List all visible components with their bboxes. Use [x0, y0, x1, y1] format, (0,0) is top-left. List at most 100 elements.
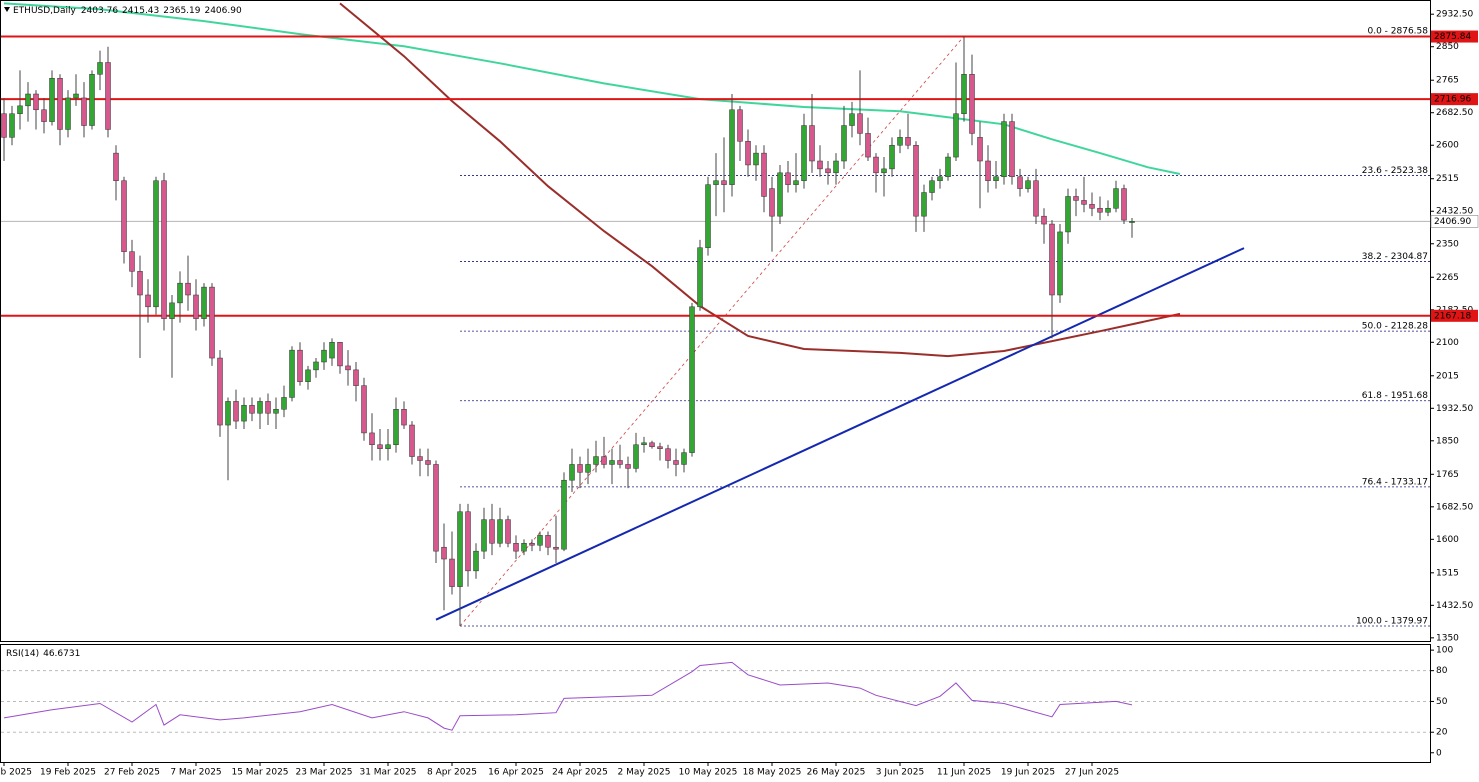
candle-body — [1113, 188, 1119, 209]
candle-body — [9, 113, 15, 138]
candle-body — [865, 133, 871, 158]
candle-body — [209, 286, 215, 359]
candle-body — [585, 464, 591, 473]
candle-body — [497, 519, 503, 544]
fib-label: 50.0 - 2128.28 — [1362, 322, 1428, 332]
candle-body — [745, 141, 751, 166]
candle-body — [737, 109, 743, 142]
candle-body — [1033, 180, 1039, 217]
candle-body — [1081, 200, 1087, 205]
fib-label: 23.6 - 2523.38 — [1362, 166, 1428, 176]
rsi-frame — [0, 644, 1431, 763]
candle-body — [953, 113, 959, 158]
candle-body — [609, 460, 615, 465]
candle-body — [913, 144, 919, 217]
x-tick-label: 24 Apr 2025 — [552, 768, 608, 778]
candle-body — [33, 93, 39, 111]
candle-body — [561, 479, 567, 550]
candle-body — [129, 251, 135, 272]
candle-body — [1057, 231, 1063, 296]
candle-body — [681, 452, 687, 465]
candle-body — [401, 409, 407, 426]
overlay-line — [3, 2, 1181, 175]
candle-body — [345, 365, 351, 371]
candle-body — [945, 156, 951, 178]
candle-body — [113, 152, 119, 181]
x-tick-label: 26 May 2025 — [807, 768, 866, 778]
rsi-tick-label: 50 — [1436, 697, 1448, 707]
candle-body — [801, 125, 807, 181]
x-tick-label: 11 Jun 2025 — [937, 768, 991, 778]
candle-body — [889, 144, 895, 170]
candle-body — [17, 105, 23, 114]
candle-body — [961, 74, 967, 114]
candle-body — [409, 424, 415, 457]
candle-body — [481, 519, 487, 552]
candle-body — [25, 93, 31, 107]
candle-body — [937, 176, 943, 181]
candle-body — [145, 294, 151, 308]
y-tick-label: 2515 — [1436, 174, 1459, 184]
rsi-name: RSI(14) — [6, 649, 39, 659]
candle-body — [449, 558, 455, 587]
candle-body — [1097, 208, 1103, 213]
y-tick-label: 1932.50 — [1436, 404, 1473, 414]
level-label: 2875.84 — [1434, 32, 1471, 42]
y-tick-label: 1600 — [1436, 535, 1459, 545]
candle-body — [257, 401, 263, 414]
candle-body — [593, 456, 599, 465]
candle-body — [985, 160, 991, 181]
candle-body — [785, 172, 791, 185]
current-price-box — [1430, 215, 1479, 228]
candle-body — [241, 405, 247, 422]
level-box — [1431, 309, 1478, 322]
y-tick-label: 2765 — [1436, 76, 1459, 86]
candle-body — [553, 546, 559, 550]
candle-body — [329, 342, 335, 359]
candle-body — [777, 172, 783, 217]
candle-body — [513, 543, 519, 552]
candle-body — [1001, 121, 1007, 178]
fib-label: 76.4 - 1733.17 — [1362, 477, 1428, 487]
rsi-tick-label: 100 — [1436, 646, 1453, 656]
x-tick-label: 3 Jun 2025 — [876, 768, 924, 778]
candle-body — [65, 97, 71, 130]
candle-body — [377, 444, 383, 449]
y-tick-label: 2015 — [1436, 371, 1459, 381]
level-box — [1431, 30, 1478, 43]
y-tick-label: 2100 — [1436, 338, 1459, 348]
candle-body — [273, 409, 279, 414]
axes: 2932.50 2850 2765 2682.50 2600 2515 2432.50 235… — [0, 10, 1479, 778]
overlay-line — [339, 2, 1181, 358]
candle-body — [753, 152, 759, 166]
y-tick-label: 2932.50 — [1436, 10, 1473, 20]
candle-body — [633, 444, 639, 469]
candle-body — [369, 432, 375, 445]
candle-body — [473, 550, 479, 572]
candle-body — [249, 405, 255, 414]
rsi-tick-label: 0 — [1436, 748, 1442, 758]
level-box — [1431, 93, 1478, 106]
rsi-line — [3, 661, 1133, 731]
candle-body — [1049, 223, 1055, 296]
level-label: 2716.96 — [1434, 95, 1471, 105]
candle-body — [689, 306, 695, 453]
header-close: 2406.90 — [204, 6, 241, 16]
y-tick-label: 2265 — [1436, 273, 1459, 283]
overlay-line — [435, 247, 1245, 621]
candle-body — [417, 456, 423, 461]
candle-body — [857, 113, 863, 134]
candle-body — [1089, 204, 1095, 209]
x-tick-label: 15 Mar 2025 — [231, 768, 288, 778]
candle-body — [1065, 196, 1071, 233]
y-tick-label: 2850 — [1436, 42, 1459, 52]
rsi-tick-label: 20 — [1436, 728, 1448, 738]
candle-body — [841, 125, 847, 162]
candle-body — [1025, 180, 1031, 189]
candle-body — [233, 401, 239, 422]
candle-body — [969, 74, 975, 134]
candle-body — [625, 464, 631, 469]
chart-header: ETHUSD,Daily 2403.76 2415.43 2365.19 2406.90 — [13, 6, 242, 16]
y-tick-label: 2350 — [1436, 239, 1459, 249]
